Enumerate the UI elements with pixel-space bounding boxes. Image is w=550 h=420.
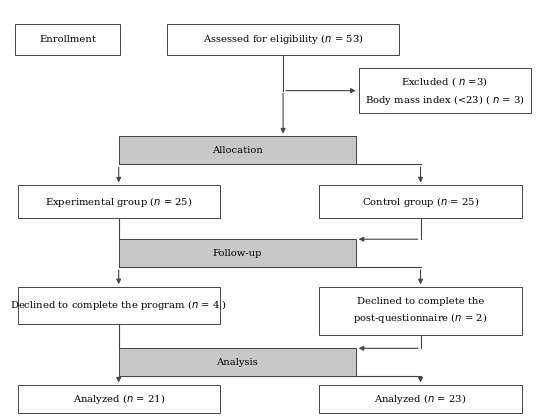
Text: Declined to complete the
post-questionnaire ($n$ = 2): Declined to complete the post-questionna…	[353, 297, 488, 325]
FancyBboxPatch shape	[18, 287, 220, 324]
Text: Control group ($n$ = 25): Control group ($n$ = 25)	[362, 195, 479, 209]
Text: Assessed for eligibility ($n$ = 53): Assessed for eligibility ($n$ = 53)	[203, 32, 364, 46]
Text: Enrollment: Enrollment	[39, 35, 96, 44]
FancyBboxPatch shape	[359, 68, 531, 113]
Text: Declined to complete the program ($n$ = 4 ): Declined to complete the program ($n$ = …	[10, 299, 227, 312]
FancyBboxPatch shape	[167, 24, 399, 55]
FancyBboxPatch shape	[119, 348, 356, 376]
Text: Analysis: Analysis	[216, 358, 258, 367]
Text: Excluded ( $n$ =3)
Body mass index (<23) ( $n$ = 3): Excluded ( $n$ =3) Body mass index (<23)…	[365, 75, 525, 107]
FancyBboxPatch shape	[320, 385, 521, 413]
Text: Analyzed ($n$ = 21): Analyzed ($n$ = 21)	[73, 392, 165, 406]
Text: Experimental group ($n$ = 25): Experimental group ($n$ = 25)	[45, 195, 192, 209]
FancyBboxPatch shape	[119, 239, 356, 267]
Text: Follow-up: Follow-up	[212, 249, 262, 258]
FancyBboxPatch shape	[320, 287, 521, 334]
Text: Analyzed ($n$ = 23): Analyzed ($n$ = 23)	[375, 392, 466, 406]
FancyBboxPatch shape	[18, 385, 220, 413]
FancyBboxPatch shape	[119, 136, 356, 164]
FancyBboxPatch shape	[320, 185, 521, 218]
FancyBboxPatch shape	[18, 185, 220, 218]
Text: Allocation: Allocation	[212, 146, 263, 155]
FancyBboxPatch shape	[15, 24, 120, 55]
